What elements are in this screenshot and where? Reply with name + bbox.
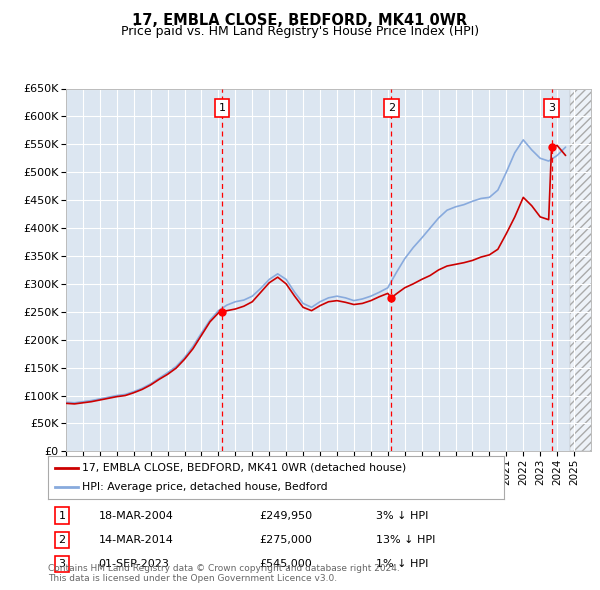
Text: 1: 1 — [59, 511, 65, 520]
Text: 3: 3 — [548, 103, 555, 113]
Text: £249,950: £249,950 — [260, 511, 313, 520]
Text: 3% ↓ HPI: 3% ↓ HPI — [376, 511, 428, 520]
Text: 3: 3 — [59, 559, 65, 569]
Text: Contains HM Land Registry data © Crown copyright and database right 2024.
This d: Contains HM Land Registry data © Crown c… — [48, 563, 400, 583]
Text: 2: 2 — [388, 103, 395, 113]
Text: HPI: Average price, detached house, Bedford: HPI: Average price, detached house, Bedf… — [82, 482, 328, 492]
Text: 2: 2 — [59, 535, 65, 545]
Text: 1% ↓ HPI: 1% ↓ HPI — [376, 559, 428, 569]
Bar — [570, 88, 600, 451]
Bar — [570, 88, 600, 451]
Text: 14-MAR-2014: 14-MAR-2014 — [98, 535, 173, 545]
Text: 01-SEP-2023: 01-SEP-2023 — [98, 559, 169, 569]
Text: 17, EMBLA CLOSE, BEDFORD, MK41 0WR (detached house): 17, EMBLA CLOSE, BEDFORD, MK41 0WR (deta… — [82, 463, 406, 473]
Text: 1: 1 — [218, 103, 226, 113]
Text: 18-MAR-2004: 18-MAR-2004 — [98, 511, 173, 520]
Text: 13% ↓ HPI: 13% ↓ HPI — [376, 535, 435, 545]
Text: Price paid vs. HM Land Registry's House Price Index (HPI): Price paid vs. HM Land Registry's House … — [121, 25, 479, 38]
Text: £545,000: £545,000 — [260, 559, 313, 569]
Text: 17, EMBLA CLOSE, BEDFORD, MK41 0WR: 17, EMBLA CLOSE, BEDFORD, MK41 0WR — [133, 13, 467, 28]
Text: £275,000: £275,000 — [260, 535, 313, 545]
